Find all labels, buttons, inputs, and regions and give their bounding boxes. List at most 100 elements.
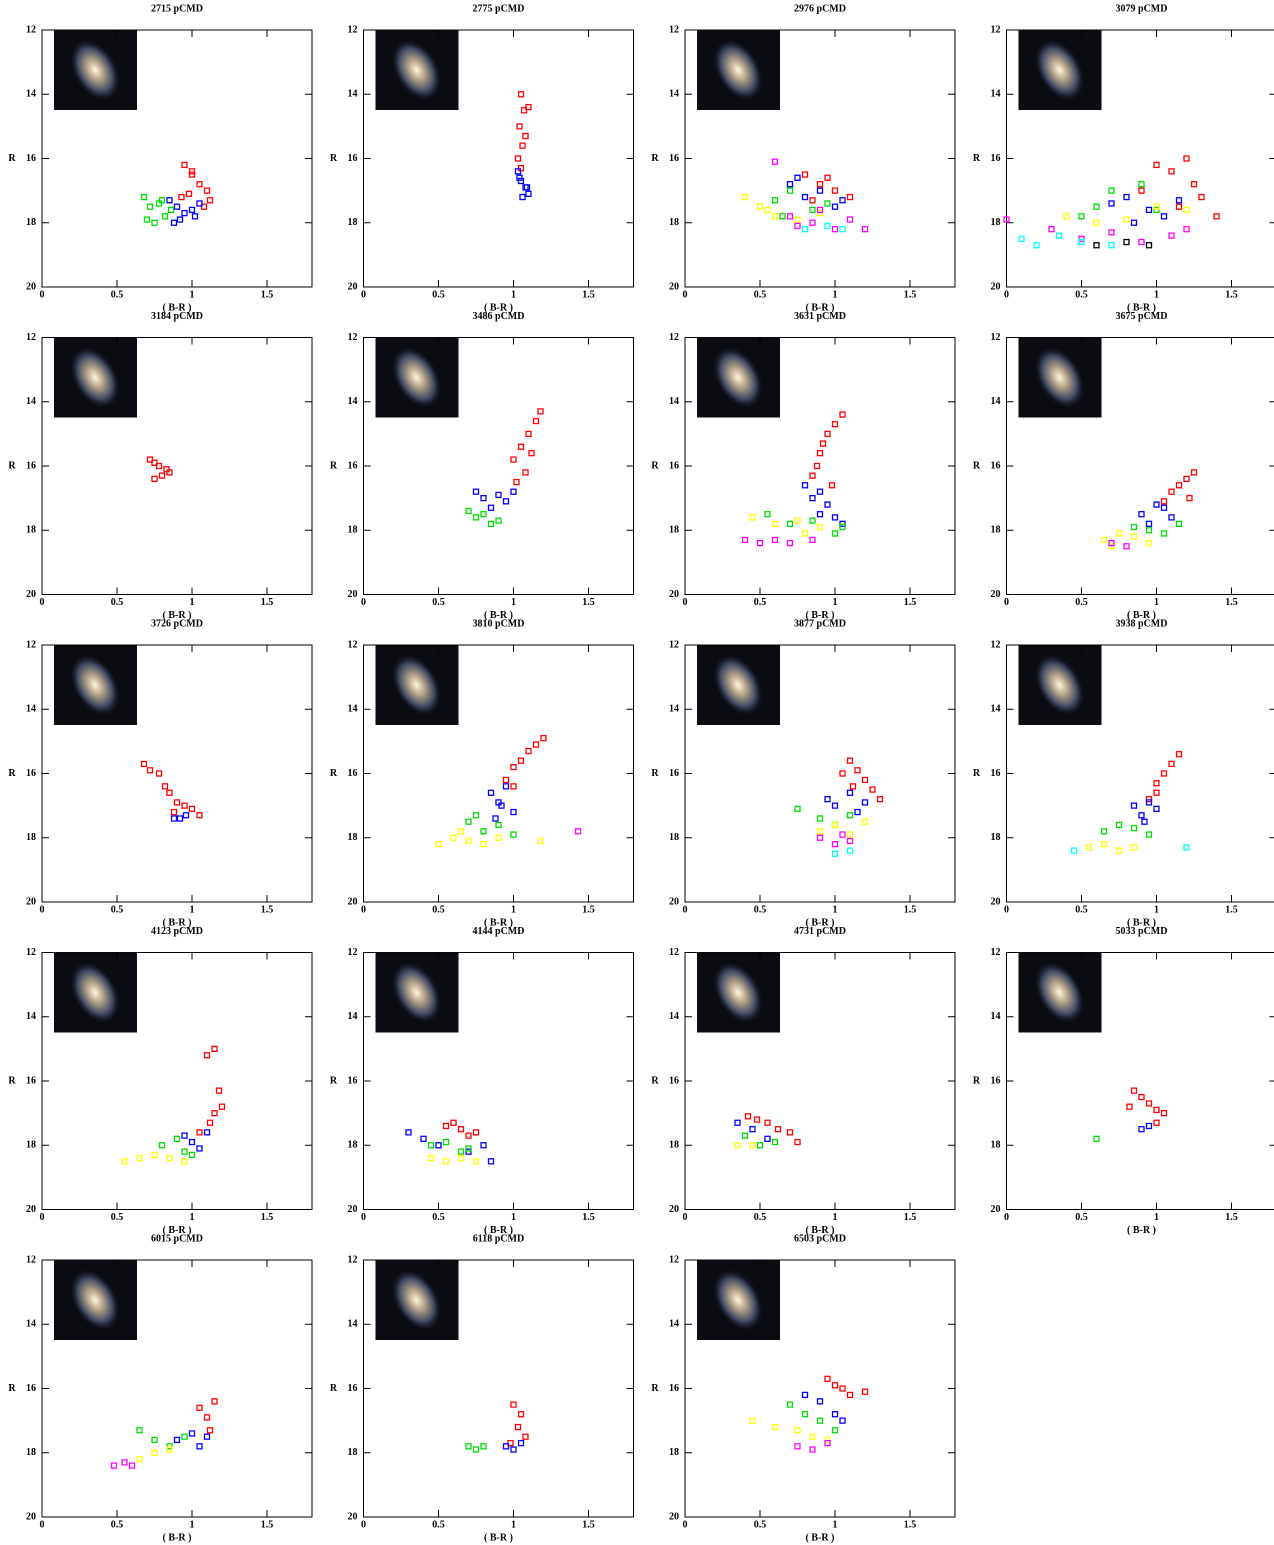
x-axis-label: ( B-R ) xyxy=(806,1225,835,1236)
panel: 3810 pCMD ( B-R ) R 0 0.5 1 1.5 12 14 16 18 20 xyxy=(330,618,634,928)
y-tick-label: 16 xyxy=(26,460,36,471)
data-point xyxy=(181,1433,188,1440)
galaxy-image xyxy=(69,38,121,102)
y-tick-label: 18 xyxy=(991,1140,1001,1151)
data-point xyxy=(176,815,184,822)
data-point xyxy=(1145,799,1153,806)
data-point xyxy=(846,1391,854,1399)
data-point xyxy=(520,107,528,114)
data-point xyxy=(537,408,544,415)
x-tick-label: 1 xyxy=(511,1519,516,1530)
data-point xyxy=(525,430,532,438)
panel-title: 3079 pCMD xyxy=(1116,3,1168,14)
data-point xyxy=(495,491,502,499)
data-point xyxy=(522,1433,529,1440)
data-point xyxy=(206,1427,214,1434)
data-point xyxy=(155,770,163,777)
panel: 4731 pCMD ( B-R ) R 0 0.5 1 1.5 12 14 16 18 20 xyxy=(651,926,956,1236)
data-point xyxy=(1145,520,1153,527)
panel: 6503 pCMD ( B-R ) R 0 0.5 1 1.5 12 14 16 18 20 xyxy=(651,1233,956,1543)
data-point xyxy=(831,514,839,521)
x-tick-label: 0 xyxy=(1004,904,1009,915)
data-point xyxy=(151,1436,158,1444)
x-tick-label: 0.5 xyxy=(432,597,445,608)
data-point xyxy=(1138,511,1145,518)
panel-title: 2715 pCMD xyxy=(151,3,203,14)
data-point xyxy=(771,1423,779,1431)
galaxy-image xyxy=(69,346,121,409)
data-point xyxy=(824,796,831,803)
data-point xyxy=(1108,200,1115,207)
data-point xyxy=(211,1045,218,1053)
y-axis-label: R xyxy=(973,460,981,471)
data-point xyxy=(502,783,510,790)
data-point xyxy=(819,440,827,447)
galaxy-image xyxy=(390,1268,443,1332)
data-point xyxy=(1168,168,1175,175)
panel: 3726 pCMD ( B-R ) R 0 0.5 1 1.5 12 14 16 18 20 xyxy=(8,618,313,928)
data-point xyxy=(1175,197,1183,204)
data-point xyxy=(181,209,188,217)
data-point xyxy=(420,1135,427,1142)
y-axis-label: R xyxy=(651,768,659,779)
data-point xyxy=(185,190,193,197)
data-point xyxy=(1141,818,1148,825)
data-point xyxy=(794,222,801,230)
data-point xyxy=(1190,469,1198,476)
y-tick-label: 12 xyxy=(348,639,358,650)
data-point xyxy=(140,760,148,768)
data-point xyxy=(1153,1119,1160,1126)
y-tick-label: 12 xyxy=(991,24,1001,35)
data-point xyxy=(794,1443,801,1450)
y-tick-label: 12 xyxy=(669,24,679,35)
data-point xyxy=(532,417,540,425)
data-point xyxy=(816,523,824,531)
data-point xyxy=(846,193,854,201)
data-point xyxy=(170,219,178,226)
data-point xyxy=(846,789,854,796)
data-point xyxy=(215,1087,223,1094)
y-tick-label: 20 xyxy=(348,281,358,292)
data-point xyxy=(517,757,525,764)
data-point xyxy=(492,815,499,822)
data-point xyxy=(861,799,869,806)
data-point xyxy=(824,1439,831,1447)
data-point xyxy=(1190,181,1198,188)
data-point xyxy=(816,488,824,495)
data-point xyxy=(487,789,495,796)
x-tick-label: 1 xyxy=(190,597,195,608)
data-point xyxy=(1160,770,1168,777)
data-point xyxy=(136,1427,143,1434)
data-point xyxy=(809,1446,816,1453)
data-point xyxy=(1130,533,1138,540)
x-tick-label: 0.5 xyxy=(432,1519,445,1530)
y-tick-label: 20 xyxy=(669,281,679,292)
data-point xyxy=(502,498,510,505)
data-point xyxy=(188,805,196,812)
galaxy-image xyxy=(712,38,764,102)
y-tick-label: 20 xyxy=(348,1204,358,1215)
data-point xyxy=(435,1142,442,1149)
panel-title: 4144 pCMD xyxy=(473,926,525,937)
y-axis-label: R xyxy=(330,768,338,779)
y-tick-label: 16 xyxy=(669,460,679,471)
data-point xyxy=(188,171,196,178)
data-point xyxy=(1183,226,1190,233)
x-tick-label: 0 xyxy=(40,904,45,915)
x-axis-label: ( B-R ) xyxy=(163,917,192,928)
data-point xyxy=(196,1145,203,1152)
x-axis-label: ( B-R ) xyxy=(484,1225,513,1236)
data-point xyxy=(196,181,203,188)
data-point xyxy=(1130,802,1138,809)
y-tick-label: 16 xyxy=(26,1075,36,1086)
y-tick-label: 14 xyxy=(348,1011,358,1022)
data-point xyxy=(1100,828,1108,835)
y-tick-label: 18 xyxy=(669,217,679,228)
data-point xyxy=(764,511,771,518)
x-tick-label: 0 xyxy=(40,1519,45,1530)
data-point xyxy=(839,1385,846,1392)
x-tick-label: 0.5 xyxy=(111,1212,124,1223)
data-point xyxy=(173,1436,181,1444)
x-tick-label: 1.5 xyxy=(582,1519,595,1530)
data-point xyxy=(1145,539,1153,547)
